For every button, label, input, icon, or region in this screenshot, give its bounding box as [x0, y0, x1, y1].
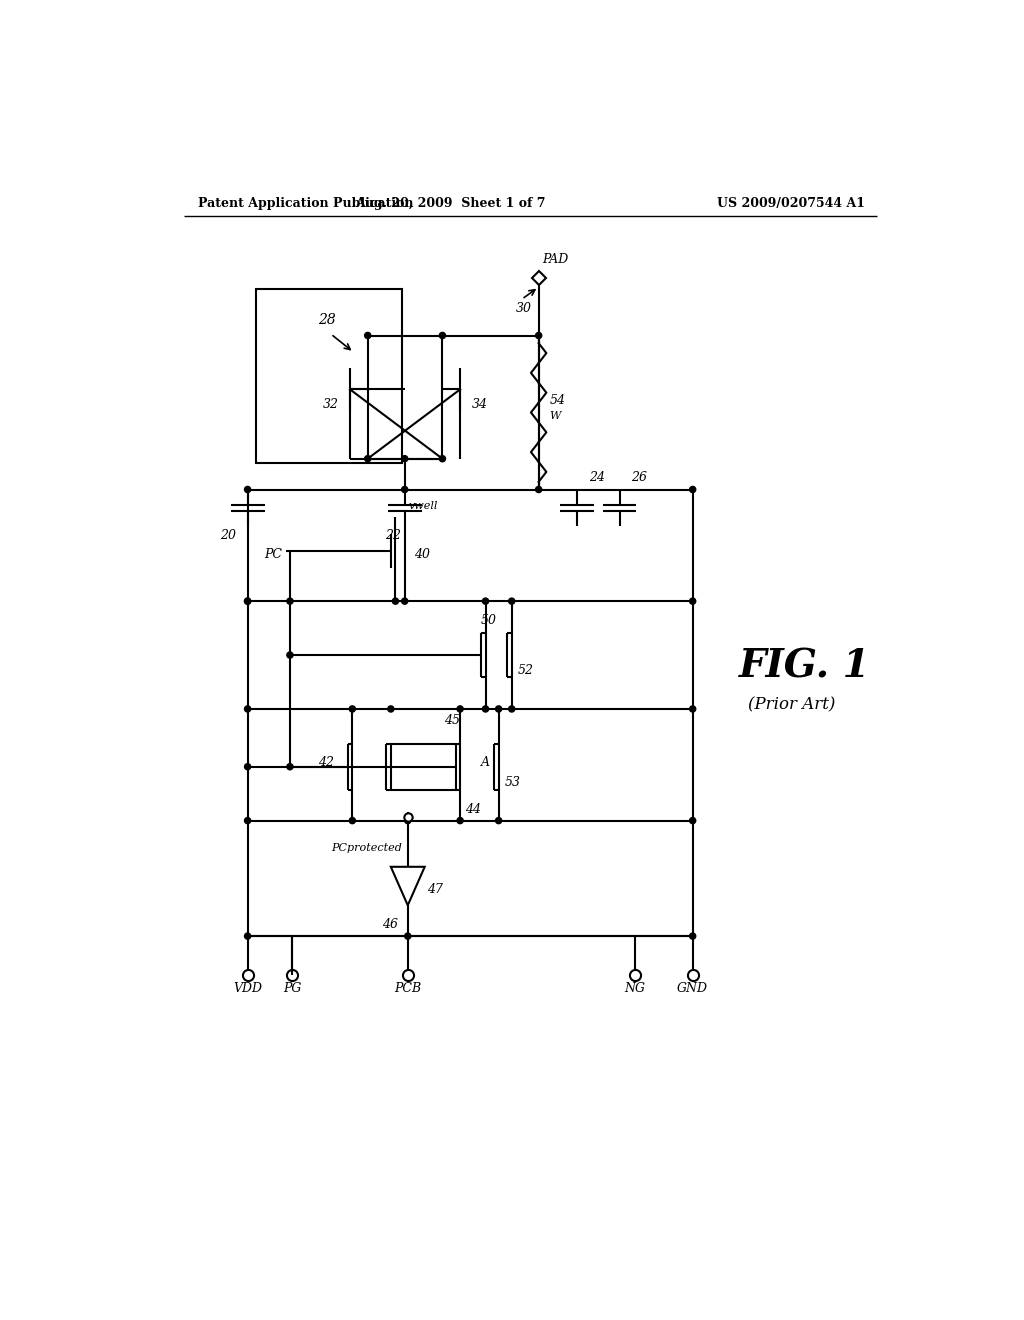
Circle shape	[439, 333, 445, 339]
Text: 52: 52	[518, 664, 534, 677]
Circle shape	[287, 763, 293, 770]
Bar	[256, 289, 401, 462]
Text: 50: 50	[481, 614, 497, 627]
Text: PAD: PAD	[543, 253, 568, 267]
Text: A: A	[481, 756, 489, 770]
Text: 42: 42	[317, 756, 334, 770]
Text: 47: 47	[427, 883, 443, 896]
Circle shape	[404, 933, 411, 940]
Circle shape	[457, 706, 463, 711]
Circle shape	[349, 817, 355, 824]
Text: 26: 26	[631, 471, 647, 484]
Text: 44: 44	[465, 803, 481, 816]
Circle shape	[245, 598, 251, 605]
Text: 20: 20	[220, 529, 237, 543]
Text: 32: 32	[323, 399, 339, 412]
Text: (Prior Art): (Prior Art)	[749, 697, 836, 714]
Text: 24: 24	[589, 471, 605, 484]
Circle shape	[245, 933, 251, 940]
Circle shape	[482, 598, 488, 605]
Circle shape	[401, 455, 408, 462]
Circle shape	[496, 706, 502, 711]
Circle shape	[245, 598, 251, 605]
Text: VDD: VDD	[233, 982, 262, 995]
Circle shape	[365, 455, 371, 462]
Text: 46: 46	[383, 917, 398, 931]
Text: PG: PG	[283, 982, 301, 995]
Text: vwell: vwell	[409, 502, 438, 511]
Text: Patent Application Publication: Patent Application Publication	[199, 197, 414, 210]
Circle shape	[401, 486, 408, 492]
Circle shape	[245, 706, 251, 711]
Circle shape	[482, 706, 488, 711]
Circle shape	[404, 817, 411, 824]
Circle shape	[457, 817, 463, 824]
Text: GND: GND	[677, 982, 709, 995]
Text: 45: 45	[444, 714, 460, 727]
Circle shape	[509, 706, 515, 711]
Circle shape	[245, 763, 251, 770]
Circle shape	[245, 817, 251, 824]
Circle shape	[509, 598, 515, 605]
Circle shape	[349, 706, 355, 711]
Text: 53: 53	[505, 776, 521, 788]
Text: 40: 40	[414, 548, 430, 561]
Circle shape	[689, 706, 695, 711]
Text: PC: PC	[264, 548, 283, 561]
Circle shape	[401, 598, 408, 605]
Circle shape	[392, 598, 398, 605]
Text: W: W	[550, 412, 561, 421]
Circle shape	[245, 486, 251, 492]
Text: 30: 30	[515, 302, 531, 315]
Text: 54: 54	[550, 395, 565, 408]
Text: FIG. 1: FIG. 1	[739, 648, 870, 685]
Circle shape	[388, 706, 394, 711]
Circle shape	[287, 598, 293, 605]
Text: NG: NG	[625, 982, 645, 995]
Text: 22: 22	[385, 529, 400, 543]
Text: PCB: PCB	[394, 982, 421, 995]
Circle shape	[689, 817, 695, 824]
Circle shape	[496, 817, 502, 824]
Text: 34: 34	[471, 399, 487, 412]
Circle shape	[287, 652, 293, 659]
Text: US 2009/0207544 A1: US 2009/0207544 A1	[717, 197, 865, 210]
Circle shape	[689, 486, 695, 492]
Circle shape	[536, 333, 542, 339]
Circle shape	[365, 333, 371, 339]
Circle shape	[689, 598, 695, 605]
Circle shape	[536, 486, 542, 492]
Text: 28: 28	[318, 313, 336, 327]
Circle shape	[689, 933, 695, 940]
Text: Aug. 20, 2009  Sheet 1 of 7: Aug. 20, 2009 Sheet 1 of 7	[355, 197, 546, 210]
Text: PCprotected: PCprotected	[331, 842, 401, 853]
Circle shape	[439, 455, 445, 462]
